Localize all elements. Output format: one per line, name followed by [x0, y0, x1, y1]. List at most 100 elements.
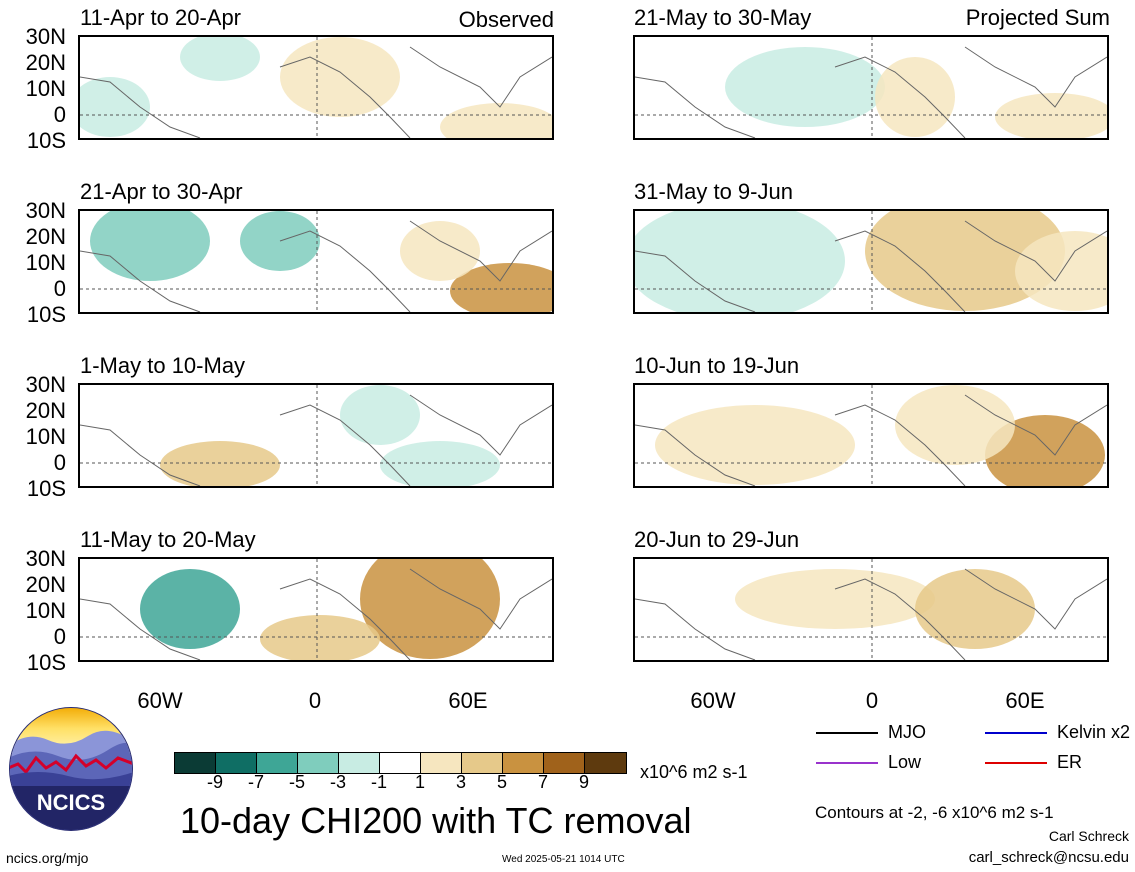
map-svg	[80, 385, 552, 486]
anomaly-shading	[875, 57, 955, 137]
colorbar-swatch	[175, 753, 216, 773]
lat-label: 30N	[25, 372, 66, 397]
lat-label: 10N	[25, 598, 66, 623]
anomaly-shading	[160, 441, 280, 486]
colorbar-tick-label: 9	[578, 772, 589, 792]
panel-title-p8: 20-Jun to 29-Jun	[634, 527, 800, 552]
author: Carl Schreck	[1048, 828, 1129, 844]
panel-title-p3: 1-May to 10-May	[80, 353, 246, 378]
coastline	[80, 46, 552, 138]
colorbar-swatch	[503, 753, 544, 773]
anomaly-shading	[260, 615, 380, 660]
panel-title-p1: 11-Apr to 20-Apr	[80, 5, 242, 30]
legend-item-low: Low	[816, 752, 921, 773]
site-url: ncics.org/mjo	[6, 850, 89, 866]
lat-label: 20N	[25, 398, 66, 423]
coastline	[635, 220, 1107, 312]
lon-label: 60W	[690, 688, 736, 713]
anomaly-shading	[180, 37, 260, 81]
coastline	[635, 46, 1107, 138]
anomaly-shading	[360, 559, 500, 659]
legend-item-kelvin: Kelvin x2	[985, 722, 1130, 743]
lat-label: 10S	[26, 650, 66, 675]
colorbar-tick-label: -9	[206, 772, 223, 792]
panel-tag-projected: Projected Sum	[965, 5, 1110, 30]
contours-note: Contours at -2, -6 x10^6 m2 s-1	[815, 803, 1054, 822]
map-svg	[635, 385, 1107, 486]
anomaly-shading	[440, 103, 552, 138]
coastline	[635, 394, 1107, 486]
map-panel-p5	[633, 35, 1109, 140]
colorbar-swatch	[585, 753, 626, 773]
coastline	[80, 220, 552, 312]
coastline	[80, 568, 552, 660]
lat-label: 30N	[25, 546, 66, 571]
lat-label: 0	[53, 276, 66, 301]
colorbar-tick-label: 5	[496, 772, 507, 792]
lat-label: 20N	[25, 224, 66, 249]
anomaly-shading	[400, 221, 480, 281]
anomaly-shading	[450, 263, 552, 312]
map-panel-p7	[633, 383, 1109, 488]
map-svg	[635, 211, 1107, 312]
lat-label: 10N	[25, 250, 66, 275]
panel-title-p4: 11-May to 20-May	[80, 527, 256, 552]
author-email: carl_schreck@ncsu.edu	[968, 849, 1129, 866]
map-svg	[80, 211, 552, 312]
colorbar-tick-label: 1	[414, 772, 425, 792]
map-svg	[80, 37, 552, 138]
map-panel-p1	[78, 35, 554, 140]
timestamp: Wed 2025-05-21 1014 UTC	[502, 854, 625, 865]
panel-title-p5: 21-May to 30-May	[634, 5, 812, 30]
panel-title-p6: 31-May to 9-Jun	[634, 179, 793, 204]
lat-label: 10N	[25, 424, 66, 449]
legend-item-er: ER	[985, 752, 1082, 773]
legend-line-icon	[816, 731, 878, 734]
map-panel-p4	[78, 557, 554, 662]
colorbar-swatch	[462, 753, 503, 773]
anomaly-shading	[340, 385, 420, 445]
lat-label: 10N	[25, 76, 66, 101]
colorbar-swatch	[298, 753, 339, 773]
anomaly-shading	[985, 415, 1105, 486]
legend-line-icon	[985, 731, 1047, 734]
ncics-logo: NCICS	[8, 706, 134, 832]
lat-label: 30N	[25, 198, 66, 223]
legend-item-mjo: MJO	[816, 722, 926, 743]
legend-line-icon	[985, 761, 1047, 764]
map-svg	[80, 559, 552, 660]
lat-label: 30N	[25, 24, 66, 49]
panel-title-p7: 10-Jun to 19-Jun	[634, 353, 800, 378]
coastline	[635, 568, 1107, 660]
colorbar-tick-label: 7	[537, 772, 548, 792]
anomaly-shading	[915, 569, 1035, 649]
coastline	[80, 394, 552, 486]
anomaly-shading	[140, 569, 240, 649]
colorbar-tick-label: 3	[455, 772, 466, 792]
lon-label: 0	[865, 688, 879, 713]
colorbar-swatch	[380, 753, 421, 773]
lat-label: 20N	[25, 50, 66, 75]
map-panel-p3	[78, 383, 554, 488]
colorbar-swatch	[216, 753, 257, 773]
colorbar-tick-label: -1	[370, 772, 387, 792]
colorbar-swatch	[421, 753, 462, 773]
anomaly-shading	[995, 93, 1107, 138]
colorbar-swatch	[257, 753, 298, 773]
colorbar-tick-label: -5	[288, 772, 305, 792]
anomaly-shading	[380, 441, 500, 486]
colorbar-tick-label: -3	[329, 772, 346, 792]
lon-label: 60E	[448, 688, 488, 713]
anomaly-shading	[865, 211, 1065, 311]
colorbar-swatch	[544, 753, 585, 773]
anomaly-shading	[735, 569, 935, 629]
panel-title-p2: 21-Apr to 30-Apr	[80, 179, 243, 204]
anomaly-shading	[80, 77, 150, 137]
lat-label: 0	[53, 624, 66, 649]
map-svg	[635, 559, 1107, 660]
anomaly-shading	[1015, 231, 1107, 311]
legend-label: ER	[1057, 752, 1083, 772]
legend-label: MJO	[888, 722, 926, 742]
lat-label: 20N	[25, 572, 66, 597]
map-svg	[635, 37, 1107, 138]
